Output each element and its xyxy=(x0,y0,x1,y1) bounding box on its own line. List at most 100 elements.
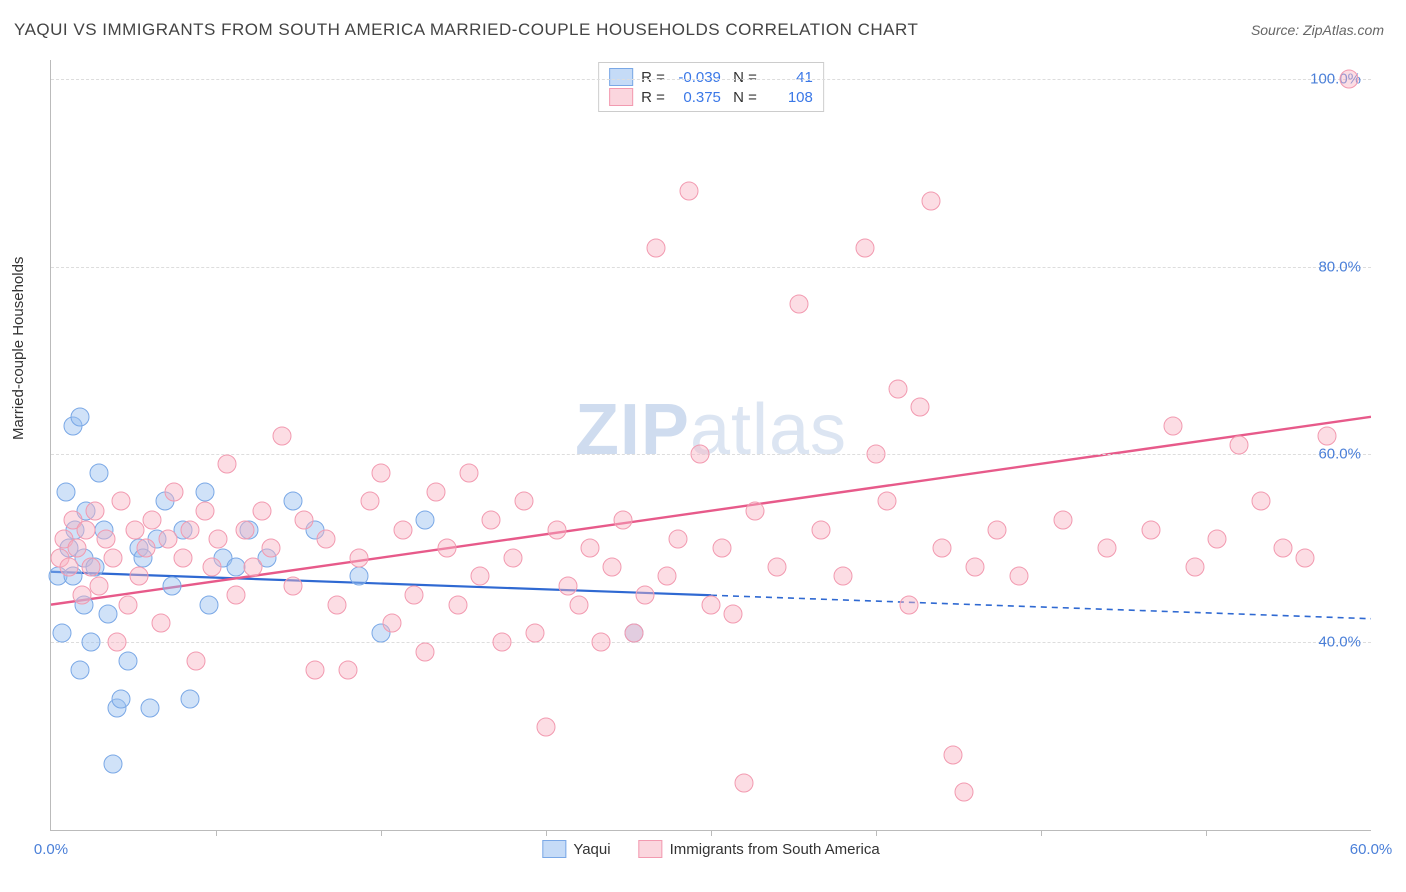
scatter-point xyxy=(143,511,162,530)
stats-r-label: R = xyxy=(641,89,665,106)
scatter-point xyxy=(867,445,886,464)
scatter-point xyxy=(394,520,413,539)
scatter-point xyxy=(449,595,468,614)
scatter-point xyxy=(196,482,215,501)
legend-item-yaqui: Yaqui xyxy=(542,840,610,858)
trend-lines xyxy=(51,60,1371,830)
scatter-point xyxy=(603,558,622,577)
scatter-point xyxy=(922,191,941,210)
x-tick xyxy=(216,830,217,836)
scatter-point xyxy=(680,182,699,201)
scatter-point xyxy=(856,238,875,257)
stats-n-value-immigrants: 108 xyxy=(765,89,813,106)
scatter-point xyxy=(658,567,677,586)
watermark: ZIPatlas xyxy=(575,389,847,471)
stats-r-label: R = xyxy=(641,69,665,86)
x-tick xyxy=(1206,830,1207,836)
scatter-point xyxy=(165,482,184,501)
scatter-point xyxy=(416,642,435,661)
watermark-bold: ZIP xyxy=(575,390,690,470)
scatter-point xyxy=(141,698,160,717)
scatter-point xyxy=(1230,436,1249,455)
stats-n-value-yaqui: 41 xyxy=(765,69,813,86)
gridline xyxy=(51,642,1371,643)
scatter-point xyxy=(746,501,765,520)
scatter-point xyxy=(202,558,221,577)
gridline xyxy=(51,79,1371,80)
scatter-point xyxy=(614,511,633,530)
scatter-point xyxy=(103,548,122,567)
scatter-point xyxy=(108,633,127,652)
scatter-point xyxy=(99,605,118,624)
scatter-point xyxy=(119,651,138,670)
y-tick-label: 80.0% xyxy=(1318,258,1361,275)
scatter-point xyxy=(72,586,91,605)
scatter-point xyxy=(295,511,314,530)
gridline xyxy=(51,454,1371,455)
legend-label-yaqui: Yaqui xyxy=(573,841,610,858)
stats-n-label: N = xyxy=(729,69,757,86)
scatter-point xyxy=(548,520,567,539)
scatter-point xyxy=(90,464,109,483)
scatter-point xyxy=(427,482,446,501)
scatter-point xyxy=(306,661,325,680)
scatter-point xyxy=(713,539,732,558)
scatter-point xyxy=(119,595,138,614)
bottom-legend: Yaqui Immigrants from South America xyxy=(542,840,879,858)
x-tick xyxy=(381,830,382,836)
scatter-point xyxy=(253,501,272,520)
scatter-point xyxy=(625,623,644,642)
scatter-point xyxy=(405,586,424,605)
legend-swatch-blue xyxy=(542,840,566,858)
scatter-point xyxy=(1186,558,1205,577)
scatter-point xyxy=(180,689,199,708)
scatter-point xyxy=(988,520,1007,539)
watermark-rest: atlas xyxy=(690,390,847,470)
scatter-point xyxy=(70,661,89,680)
scatter-point xyxy=(273,426,292,445)
scatter-point xyxy=(103,755,122,774)
scatter-point xyxy=(372,464,391,483)
scatter-point xyxy=(537,717,556,736)
scatter-point xyxy=(53,623,72,642)
scatter-point xyxy=(383,614,402,633)
scatter-point xyxy=(955,783,974,802)
scatter-point xyxy=(174,548,193,567)
scatter-point xyxy=(200,595,219,614)
y-tick-label: 40.0% xyxy=(1318,634,1361,651)
scatter-point xyxy=(460,464,479,483)
swatch-pink xyxy=(609,88,633,106)
scatter-point xyxy=(81,633,100,652)
scatter-point xyxy=(691,445,710,464)
scatter-point xyxy=(592,633,611,652)
scatter-point xyxy=(944,745,963,764)
y-axis-label: Married-couple Households xyxy=(10,257,27,440)
scatter-point xyxy=(81,558,100,577)
scatter-point xyxy=(350,567,369,586)
scatter-point xyxy=(812,520,831,539)
scatter-point xyxy=(262,539,281,558)
x-tick xyxy=(711,830,712,836)
scatter-point xyxy=(1340,69,1359,88)
stats-r-value-yaqui: -0.039 xyxy=(673,69,721,86)
scatter-point xyxy=(900,595,919,614)
scatter-point xyxy=(317,529,336,548)
scatter-point xyxy=(136,539,155,558)
scatter-point xyxy=(125,520,144,539)
scatter-point xyxy=(647,238,666,257)
legend-item-immigrants: Immigrants from South America xyxy=(639,840,880,858)
scatter-point xyxy=(361,492,380,511)
scatter-point xyxy=(57,482,76,501)
scatter-point xyxy=(68,539,87,558)
scatter-point xyxy=(339,661,358,680)
scatter-point xyxy=(218,454,237,473)
scatter-point xyxy=(570,595,589,614)
scatter-point xyxy=(209,529,228,548)
scatter-point xyxy=(1318,426,1337,445)
scatter-point xyxy=(515,492,534,511)
scatter-point xyxy=(735,774,754,793)
legend-label-immigrants: Immigrants from South America xyxy=(670,841,880,858)
x-tick xyxy=(546,830,547,836)
scatter-point xyxy=(226,558,245,577)
scatter-point xyxy=(1010,567,1029,586)
